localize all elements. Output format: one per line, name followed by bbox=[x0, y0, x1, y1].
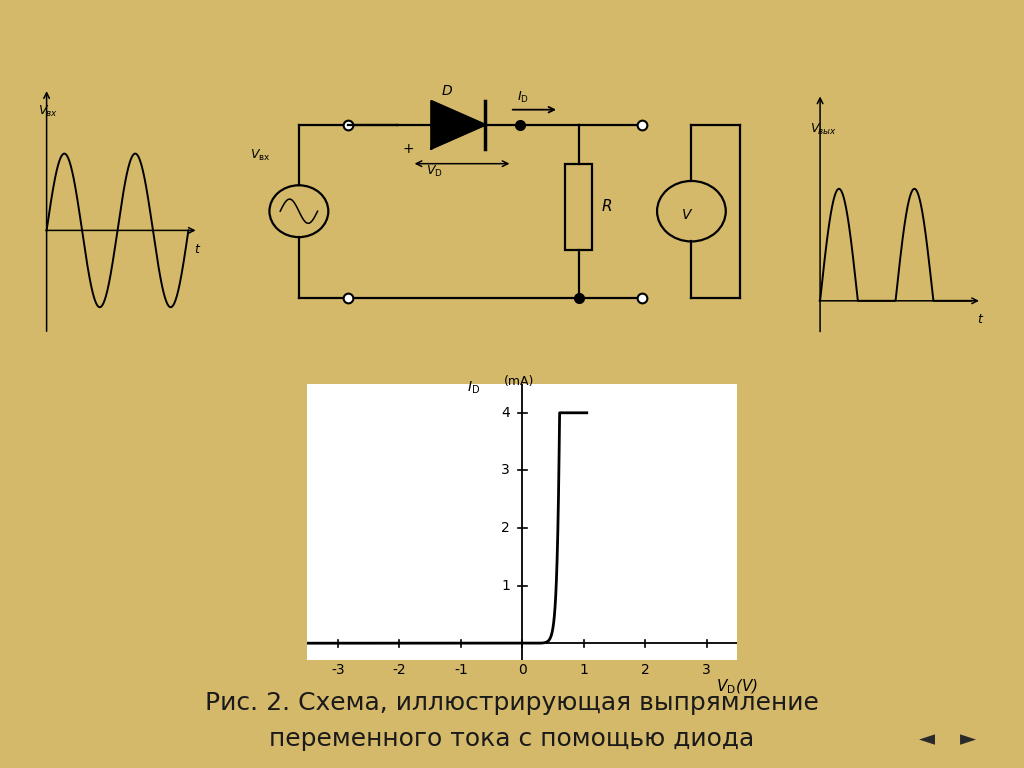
Text: (mA): (mA) bbox=[504, 375, 535, 388]
Text: 2: 2 bbox=[641, 664, 649, 677]
Polygon shape bbox=[431, 101, 485, 148]
Text: $D$: $D$ bbox=[441, 84, 454, 98]
Text: ◄: ◄ bbox=[919, 729, 935, 749]
Text: $I_{\rm D}$: $I_{\rm D}$ bbox=[467, 379, 479, 396]
Text: $V_{\rm D}$: $V_{\rm D}$ bbox=[426, 164, 443, 179]
Text: 1: 1 bbox=[501, 578, 510, 593]
Bar bbox=[565, 164, 592, 250]
Text: $+$: $+$ bbox=[401, 142, 414, 156]
Text: $R$: $R$ bbox=[601, 198, 611, 214]
Text: 1: 1 bbox=[580, 664, 588, 677]
Text: $V_{\rm вх}$: $V_{\rm вх}$ bbox=[250, 148, 270, 164]
Text: 3: 3 bbox=[702, 664, 711, 677]
Text: $t$: $t$ bbox=[194, 243, 202, 257]
Text: 0: 0 bbox=[518, 664, 526, 677]
Text: $V$: $V$ bbox=[681, 208, 693, 222]
Text: $I_{\rm D}$: $I_{\rm D}$ bbox=[517, 90, 529, 105]
Text: -3: -3 bbox=[331, 664, 345, 677]
Text: -1: -1 bbox=[454, 664, 468, 677]
Text: ►: ► bbox=[959, 729, 976, 749]
Text: 4: 4 bbox=[501, 406, 510, 420]
Text: переменного тока с помощью диода: переменного тока с помощью диода bbox=[269, 727, 755, 751]
Text: Рис. 2. Схема, иллюстрирующая выпрямление: Рис. 2. Схема, иллюстрирующая выпрямлени… bbox=[205, 690, 819, 715]
Text: $V_{\rm D}$(V): $V_{\rm D}$(V) bbox=[717, 677, 758, 696]
Text: $V_{\!вх}$: $V_{\!вх}$ bbox=[38, 104, 57, 119]
Text: 2: 2 bbox=[501, 521, 510, 535]
Text: -2: -2 bbox=[392, 664, 407, 677]
Text: $t$: $t$ bbox=[977, 313, 984, 326]
Text: 3: 3 bbox=[501, 463, 510, 478]
Text: $V_{\!вых}$: $V_{\!вых}$ bbox=[810, 122, 837, 137]
